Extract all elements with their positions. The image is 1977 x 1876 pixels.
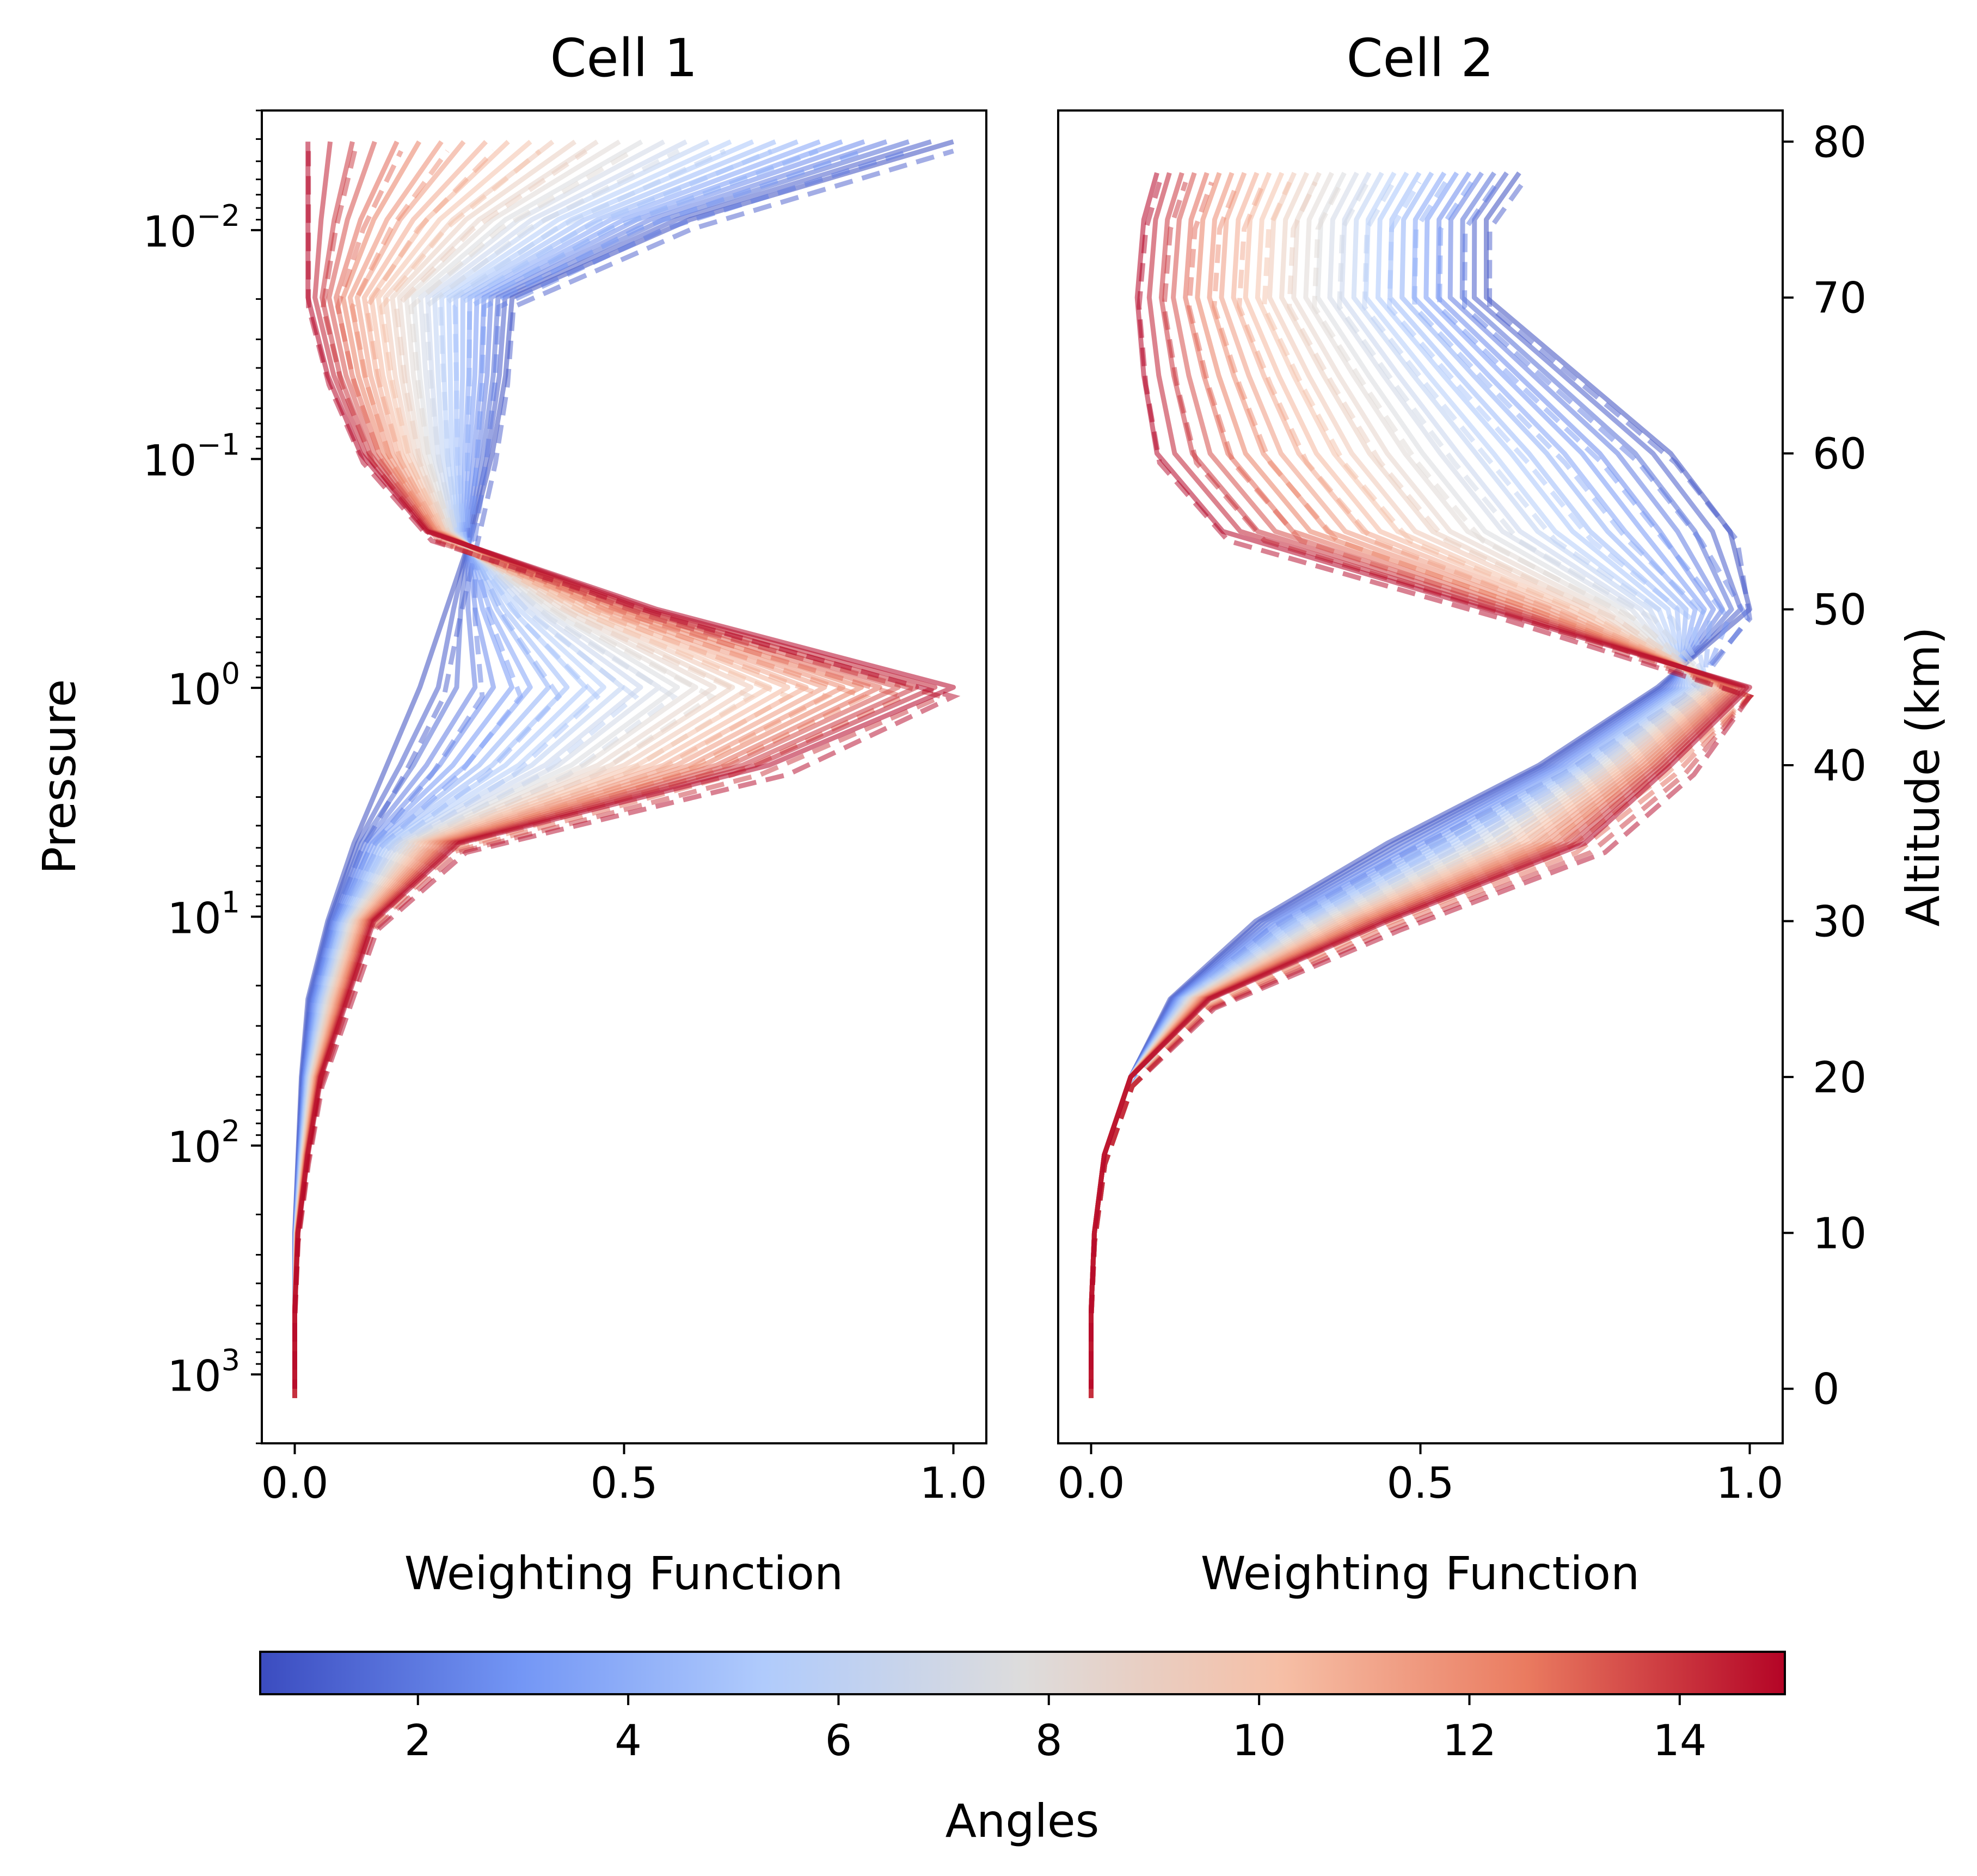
x-tick-label: 0.0: [261, 1459, 328, 1508]
colorbar-label: Angles: [945, 1794, 1100, 1848]
colorbar-tick-label: 8: [1035, 1717, 1063, 1766]
y-tick-label: 60: [1813, 430, 1867, 479]
x-tick-label: 0.5: [1386, 1459, 1454, 1508]
colorbar-tick-label: 10: [1232, 1717, 1286, 1766]
y-tick-label: 100: [167, 656, 240, 715]
panel-2-xlabel: Weighting Function: [1201, 1547, 1640, 1600]
colorbar-tick-label: 4: [615, 1717, 642, 1766]
weighting-line-dashed: [1089, 181, 1754, 1398]
panel-2-lines: [1089, 171, 1754, 1398]
y-tick-label: 102: [167, 1114, 240, 1172]
panel-1-x-axis: 0.0 0.5 1.0: [261, 1443, 987, 1508]
panel-2-x-axis: 0.0 0.5 1.0: [1057, 1443, 1784, 1508]
y-tick-label: 10−1: [143, 427, 240, 485]
colorbar-tick-label: 14: [1653, 1717, 1706, 1766]
panel-cell-2: Cell 2 0 10 20 30 40 50 60 70 80 0.0 0.5 1.0 Weigh…: [1057, 28, 1950, 1600]
y-tick-label: 70: [1813, 274, 1867, 323]
y-tick-label: 50: [1813, 586, 1867, 635]
colorbar-gradient: [259, 1651, 1786, 1695]
y-tick-label: 40: [1813, 742, 1867, 791]
weighting-line: [1089, 172, 1749, 1389]
weighting-line-dashed: [292, 151, 961, 1398]
y-tick-label: 30: [1813, 897, 1867, 946]
x-tick-label: 1.0: [919, 1459, 987, 1508]
panel-2-y-axis: 0 10 20 30 40 50 60 70 80: [1783, 118, 1867, 1414]
y-tick-label: 103: [167, 1343, 240, 1401]
weighting-line: [1089, 172, 1752, 1389]
panel-1-title: Cell 1: [550, 28, 697, 89]
panel-1-xlabel: Weighting Function: [404, 1547, 844, 1600]
colorbar: 2 4 6 8 10 12 14 Angles: [259, 1651, 1786, 1848]
panel-cell-1: Cell 1 10−2 10−1 100 101 102 103 0.0 0.5 1.0 We…: [33, 28, 987, 1600]
colorbar-tick-label: 2: [404, 1717, 432, 1766]
colorbar-tick-label: 12: [1442, 1717, 1496, 1766]
x-tick-label: 0.5: [590, 1459, 658, 1508]
x-tick-label: 0.0: [1057, 1459, 1125, 1508]
y-tick-label: 10−2: [143, 199, 240, 257]
colorbar-tick-label: 6: [825, 1717, 852, 1766]
panel-1-ylabel: Pressure: [33, 679, 86, 875]
panel-2-title: Cell 2: [1346, 28, 1494, 89]
panel-1-y-axis: 10−2 10−1 100 101 102 103: [143, 109, 262, 1444]
y-tick-label: 10: [1813, 1209, 1867, 1258]
colorbar-ticks: 2 4 6 8 10 12 14: [404, 1694, 1706, 1766]
y-tick-label: 80: [1813, 118, 1867, 167]
panel-1-lines: [292, 139, 961, 1398]
panel-2-ylabel-right: Altitude (km): [1896, 627, 1950, 927]
y-tick-label: 0: [1813, 1366, 1840, 1414]
x-tick-label: 1.0: [1716, 1459, 1783, 1508]
y-tick-label: 20: [1813, 1054, 1867, 1103]
y-tick-label: 101: [167, 885, 240, 943]
